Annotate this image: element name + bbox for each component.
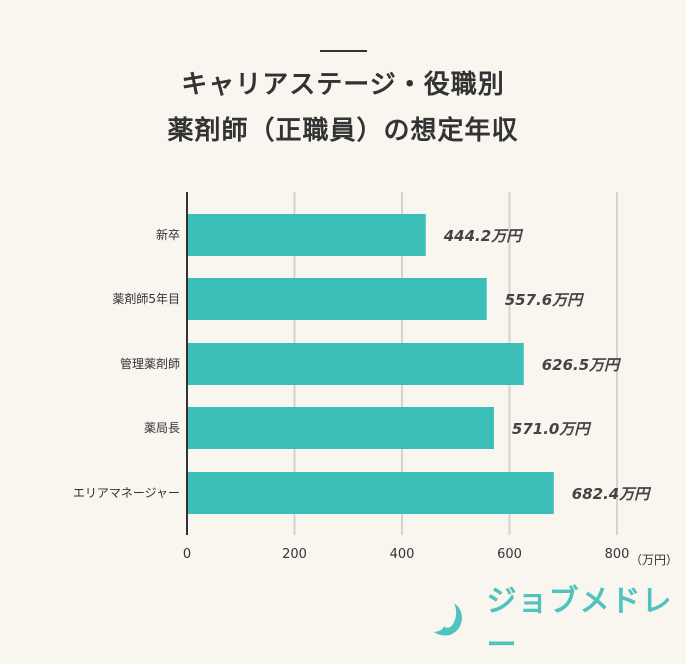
bar-3: [187, 343, 524, 385]
chart-title-line-2: 薬剤師（正職員）の想定年収: [167, 116, 519, 146]
x-unit-label: （万円）: [630, 553, 678, 567]
bar-5: [187, 472, 554, 514]
x-tick-label: 800: [605, 547, 630, 562]
bar-2: [187, 278, 487, 320]
data-label: 626.5万円: [542, 356, 622, 374]
category-label: 薬剤師5年目: [112, 291, 180, 306]
category-label: 薬局長: [144, 421, 180, 435]
chart-title-line-1: キャリアステージ・役職別: [181, 70, 505, 100]
category-label: エリアマネージャー: [73, 486, 180, 500]
data-label: 682.4万円: [572, 485, 652, 503]
data-label: 444.2万円: [443, 227, 524, 245]
bar-4: [187, 407, 494, 449]
logo-mark-icon: [433, 603, 462, 636]
jobmedley-logo: ジョブメドレー: [432, 576, 686, 664]
data-label: 571.0万円: [512, 420, 592, 438]
logo-text: ジョブメドレー: [486, 584, 673, 663]
x-tick-label: 600: [497, 547, 522, 562]
data-label: 557.6万円: [505, 291, 585, 309]
category-label: 新卒: [156, 227, 180, 242]
x-tick-label: 0: [183, 547, 191, 562]
category-label: 管理薬剤師: [120, 356, 180, 371]
x-tick-label: 200: [282, 547, 307, 562]
title-rule: [320, 50, 367, 52]
bar-1: [187, 214, 426, 256]
x-tick-label: 400: [390, 547, 415, 562]
